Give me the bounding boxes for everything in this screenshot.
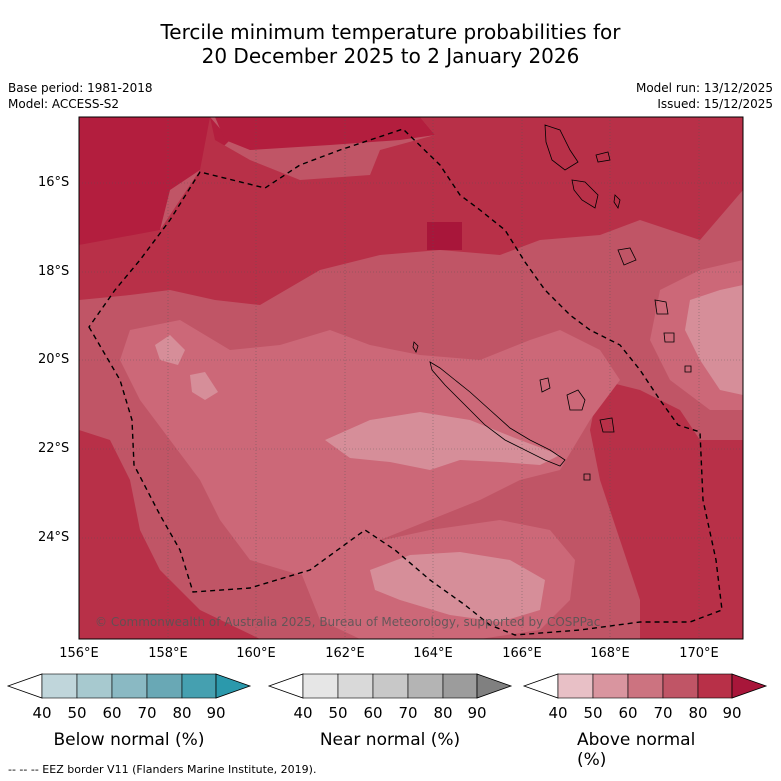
lat-label-20s: 20°S <box>38 352 70 367</box>
field-90-northwest <box>79 117 230 245</box>
lon-label-160e: 160°E <box>236 646 276 661</box>
probability-field <box>79 117 743 639</box>
meta-left: Base period: 1981-2018 Model: ACCESS-S2 <box>8 80 153 112</box>
field-90-north <box>215 117 435 150</box>
cb-above-tick-50: 50 <box>583 704 603 722</box>
meta-right: Model run: 13/12/2025 Issued: 15/12/2025 <box>636 80 773 112</box>
vanuatu-island-2 <box>595 151 611 163</box>
cb-near-tick-50: 50 <box>328 704 348 722</box>
title-line-2: 20 December 2025 to 2 January 2026 <box>201 44 580 68</box>
chart-title: Tercile minimum temperature probabilitie… <box>0 20 781 68</box>
field-60-patch-1 <box>155 335 185 365</box>
vanuatu-aneityum <box>663 332 675 343</box>
cb-below-seg-5 <box>181 673 217 699</box>
cb-below-tick-90: 90 <box>206 704 226 722</box>
field-80-top <box>79 117 743 305</box>
belep-islands <box>412 341 419 353</box>
colorbar-above-normal <box>522 673 768 699</box>
cb-above-seg-1 <box>557 673 594 699</box>
map-frame <box>78 116 744 640</box>
cb-near-tick-90: 90 <box>467 704 487 722</box>
cb-below-seg-2 <box>76 673 113 699</box>
field-90-patch <box>427 222 462 250</box>
cb-below-seg-4 <box>146 673 183 699</box>
lon-label-168e: 168°E <box>590 646 630 661</box>
cb-above-tick-40: 40 <box>548 704 568 722</box>
cb-near-seg-5 <box>442 673 478 699</box>
lon-label-162e: 162°E <box>325 646 365 661</box>
cb-above-seg-4 <box>662 673 699 699</box>
model-name: Model: ACCESS-S2 <box>8 97 120 111</box>
legend-label-above-normal: Above normal (%) <box>577 730 696 770</box>
loyalty-island-3 <box>599 417 615 433</box>
legend-label-below-normal: Below normal (%) <box>53 730 205 750</box>
field-60-center <box>325 412 560 470</box>
cb-near-seg-6 <box>476 673 513 699</box>
cb-below-seg-1 <box>41 673 78 699</box>
lat-label-16s: 16°S <box>38 175 70 190</box>
lon-label-158e: 158°E <box>148 646 188 661</box>
field-60-south <box>370 552 545 622</box>
title-line-1: Tercile minimum temperature probabilitie… <box>160 20 621 44</box>
cb-near-seg-1 <box>302 673 339 699</box>
cb-above-seg-6 <box>731 673 768 699</box>
field-60-patch-2 <box>190 372 218 400</box>
colorbar-near-normal <box>267 673 513 699</box>
cb-above-seg-0 <box>522 673 559 699</box>
cb-below-tick-40: 40 <box>32 704 52 722</box>
lat-label-18s: 18°S <box>38 264 70 279</box>
lat-label-22s: 22°S <box>38 441 70 456</box>
field-80-east <box>590 380 743 639</box>
cb-near-tick-60: 60 <box>363 704 383 722</box>
vanuatu-island-4 <box>613 194 621 209</box>
cb-near-seg-4 <box>407 673 444 699</box>
cb-near-tick-80: 80 <box>433 704 453 722</box>
cb-near-seg-3 <box>372 673 409 699</box>
cb-near-tick-70: 70 <box>398 704 418 722</box>
cb-below-seg-0 <box>6 673 43 699</box>
vanuatu-malakula <box>571 179 599 209</box>
lon-label-156e: 156°E <box>59 646 99 661</box>
cb-above-tick-70: 70 <box>653 704 673 722</box>
cb-above-tick-60: 60 <box>618 704 638 722</box>
cb-above-tick-80: 80 <box>688 704 708 722</box>
cb-above-seg-5 <box>697 673 733 699</box>
legend-label-near-normal: Near normal (%) <box>319 730 461 750</box>
vanuatu-espiritu-santo <box>544 124 579 171</box>
colorbar-below-normal <box>6 673 252 699</box>
cb-below-tick-80: 80 <box>172 704 192 722</box>
cb-below-tick-50: 50 <box>67 704 87 722</box>
isle-of-pines <box>583 473 591 481</box>
field-60-east <box>685 285 743 395</box>
cb-near-seg-2 <box>337 673 374 699</box>
cb-near-seg-0 <box>267 673 304 699</box>
lat-label-24s: 24°S <box>38 530 70 545</box>
eez-footnote: -- -- -- EEZ border V11 (Flanders Marine… <box>8 763 317 776</box>
issued-date: Issued: 15/12/2025 <box>657 97 773 111</box>
cb-below-seg-6 <box>215 673 252 699</box>
copyright-text: © Commonwealth of Australia 2025, Bureau… <box>95 615 600 629</box>
vanuatu-tanna <box>654 299 669 315</box>
vanuatu-efate <box>617 247 637 266</box>
cb-below-tick-60: 60 <box>102 704 122 722</box>
cb-near-tick-40: 40 <box>293 704 313 722</box>
cb-above-tick-90: 90 <box>722 704 742 722</box>
new-caledonia-island <box>429 361 566 467</box>
cb-below-tick-70: 70 <box>137 704 157 722</box>
base-period: Base period: 1981-2018 <box>8 81 153 95</box>
cb-below-seg-3 <box>111 673 148 699</box>
field-80-west-lower <box>79 430 260 639</box>
eez-border <box>88 128 723 636</box>
vanuatu-island-8 <box>684 365 692 373</box>
model-run: Model run: 13/12/2025 <box>635 81 773 95</box>
cb-above-seg-2 <box>592 673 629 699</box>
loyalty-island-2 <box>566 389 586 411</box>
lon-label-164e: 164°E <box>413 646 453 661</box>
cb-above-seg-3 <box>627 673 664 699</box>
lon-label-166e: 166°E <box>502 646 542 661</box>
loyalty-island-1 <box>539 377 551 393</box>
lon-label-170e: 170°E <box>679 646 719 661</box>
